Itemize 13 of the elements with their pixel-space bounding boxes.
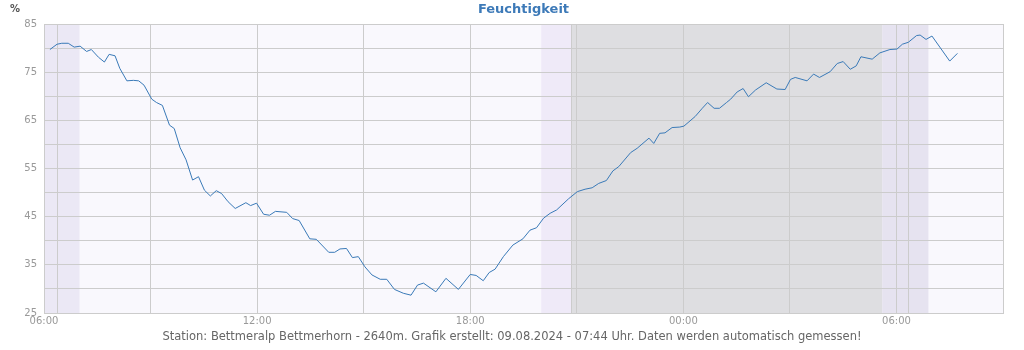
text: Station: Bettmeralp Bettmerhorn - 2640m. Grafik erstellt: 09.08.2024 - 07:44 Uhr. Daten werden automatisch gemessen! [162,328,862,343]
y-axis-title: % [10,2,21,14]
chart-title: Feuchtigkeit [477,1,570,17]
x-tick-label: 06:00 [882,314,911,326]
x-tick-label: 00:00 [668,314,698,326]
y-tick-label: 55 [24,162,37,174]
y-tick-label: 65 [24,113,37,125]
y-tick-label: 45 [24,210,37,222]
x-tick-label: 18:00 [455,314,485,326]
y-tick-label: 35 [24,258,37,270]
y-tick-label: 85 [24,17,37,29]
y-tick-label: 75 [24,65,37,77]
x-tick-label: 12:00 [242,314,272,326]
